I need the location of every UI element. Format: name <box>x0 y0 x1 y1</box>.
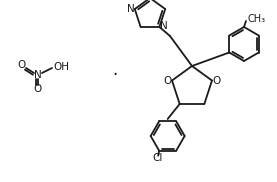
Text: O: O <box>18 60 26 70</box>
Text: N: N <box>34 70 42 80</box>
Text: N: N <box>160 21 167 31</box>
Text: O: O <box>163 76 171 86</box>
Text: O: O <box>34 84 42 94</box>
Text: ·: · <box>112 66 118 84</box>
Text: OH: OH <box>53 62 69 72</box>
Text: CH₃: CH₃ <box>247 14 265 24</box>
Text: N: N <box>127 4 135 14</box>
Text: O: O <box>213 76 221 86</box>
Text: Cl: Cl <box>152 153 162 163</box>
